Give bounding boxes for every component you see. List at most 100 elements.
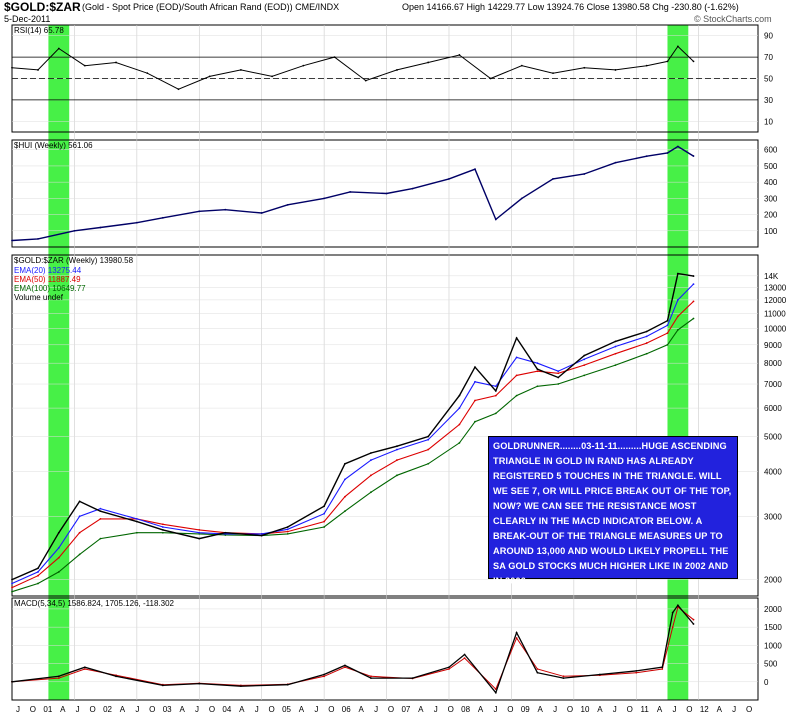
price-axis-tick-label: 2000 [764,576,782,585]
macd-series-point [115,675,117,678]
rsi-series-point [489,77,492,80]
legend-ema100: EMA(100) 10649.77 [14,284,86,293]
time-axis-label: J [76,705,80,714]
ema20-series-point [396,448,398,451]
ema100-series-point [78,553,81,556]
ema50-series-point [396,459,398,461]
ema50-series-point [161,523,164,526]
ema20-series-point [676,299,679,301]
ema20-series-point [37,571,39,573]
macd-series-point [463,653,466,656]
macd-signal-series-point [463,657,466,660]
macd-axis-tick-label: 1000 [764,641,782,650]
time-axis-label: A [358,705,364,714]
macd-signal-series-point [661,668,664,670]
price-axis-tick-label: 10000 [764,324,787,333]
ema20-series-point [161,526,164,528]
ema20-series-point [78,515,81,518]
ema50-series [11,301,694,589]
hui-series-point [614,161,617,164]
price-series-point [557,376,560,379]
time-axis-label: O [89,705,95,714]
ema100-series-point [396,474,398,477]
price-series-point [427,435,430,438]
quote-summary: Open 14166.67 High 14229.77 Low 13924.76… [402,2,739,12]
macd-series-point [692,623,695,625]
hui-series-point [260,212,263,214]
ema50-series-point [458,423,461,426]
hui-axis-tick-label: 500 [764,162,778,171]
macd-series-point [515,631,518,634]
price-series-point [286,526,289,528]
price-series-point [224,531,227,534]
ema50-series-point [344,495,346,498]
ema20-series-point [370,459,372,461]
price-series-point [260,534,263,537]
hui-series-point [198,210,201,213]
time-axis-label: J [553,705,557,714]
price-series [11,272,694,581]
ema100-series-point [676,329,679,331]
ema50-series-point [57,556,60,559]
price-series-point [474,366,476,369]
hui-series-point [349,190,352,193]
macd-series-point [11,680,13,683]
ema20-series-point [458,407,461,409]
ema100-series-point [474,420,476,423]
ema100-series-point [583,374,586,377]
hui-series-point [11,239,13,242]
price-axis-tick-label: 5000 [764,433,782,442]
hui-axis-tick-label: 100 [764,227,778,236]
time-axis-label: O [507,705,513,714]
price-axis-tick-label: 6000 [764,404,782,413]
time-axis-label: J [672,705,676,714]
time-axis-label: 07 [401,705,410,714]
ema20-series-point [99,507,102,510]
ema50-series-point [323,520,326,523]
ema100-series-point [323,526,326,528]
time-axis-label: A [717,705,723,714]
ema50-series-point [583,364,586,367]
rsi-axis-tick-label: 50 [764,75,773,84]
time-axis-label: J [314,705,318,714]
hui-series-point [692,155,695,157]
macd-series-point [370,677,372,680]
time-axis-label: J [255,705,259,714]
ema100-series-point [557,383,560,385]
time-axis-label: A [179,705,185,714]
panel-frame-2 [11,139,759,248]
price-axis-tick-label: 4000 [764,467,782,476]
ema20-series-point [494,385,497,388]
rsi-series-point [458,54,461,56]
ema50-series-point [286,530,289,533]
ema50-series-point [645,342,648,344]
time-axis-label: A [120,705,126,714]
hui-axis-tick-label: 600 [764,146,778,155]
ema20-series-point [536,362,539,365]
macd-series-point [562,677,565,680]
rsi-series-point [302,64,305,67]
hui-series-point [448,178,450,180]
rsi-series-point [208,75,211,78]
ema100-series-point [645,352,648,355]
chart-description: (Gold - Spot Price (EOD)/South African R… [82,2,340,12]
time-axis-label: 10 [581,705,590,714]
rsi-series-point [37,69,39,71]
macd-series-point [198,682,201,685]
hui-series-point [161,216,164,219]
rsi-series-point [427,61,430,64]
price-series-point [370,452,372,454]
macd-signal-series-point [635,671,638,674]
ema100-series-point [614,364,617,367]
time-axis-label: 01 [43,705,52,714]
price-series-point [198,537,201,540]
ema100-series-point [666,343,669,346]
time-axis-label: A [538,705,544,714]
ema20-series-point [57,546,60,549]
macd-series [11,604,694,695]
rsi-series-point [692,60,695,63]
time-axis-label: J [16,705,20,714]
ema50-series-point [515,374,518,377]
rsi-series-point [11,66,13,69]
